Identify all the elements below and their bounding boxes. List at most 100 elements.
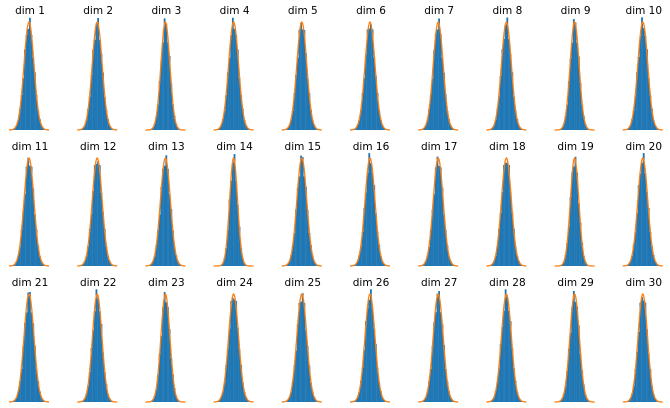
histogram-bar xyxy=(647,77,650,130)
histogram-bar xyxy=(564,255,567,266)
histogram-bar xyxy=(355,399,357,402)
histogram-bar xyxy=(646,49,648,131)
histogram-bar xyxy=(423,264,426,266)
panel-title: dim 16 xyxy=(353,141,390,153)
histogram-bar xyxy=(315,128,317,130)
histogram-bar xyxy=(34,345,36,402)
histogram-bar xyxy=(654,261,657,266)
histogram-bar xyxy=(439,33,442,130)
histogram-bar xyxy=(39,391,41,402)
histogram-bar xyxy=(238,226,241,266)
histogram-bar xyxy=(375,75,377,130)
histogram-bar xyxy=(313,125,316,130)
histogram-panel: dim 16 xyxy=(349,141,391,267)
histogram-bar xyxy=(245,396,248,402)
histogram-bar xyxy=(631,119,633,130)
histogram-panel: dim 12 xyxy=(77,141,118,267)
density-curve xyxy=(213,293,254,403)
histogram-bar xyxy=(566,104,569,130)
histogram-bar xyxy=(163,292,166,402)
histogram-bar xyxy=(564,386,567,402)
histogram-panel: dim 2 xyxy=(77,5,118,131)
histogram-bar xyxy=(436,29,439,130)
histogram-bar xyxy=(579,222,582,266)
panel-title: dim 5 xyxy=(288,5,318,17)
histogram-panel: dim 27 xyxy=(418,277,459,403)
histogram-bar xyxy=(85,256,88,266)
histogram-bar xyxy=(508,39,510,131)
histogram-bar xyxy=(366,308,369,402)
histogram-bar xyxy=(631,256,633,266)
histogram-bar xyxy=(378,110,381,130)
histogram-bar xyxy=(233,299,236,402)
histogram-bar xyxy=(300,301,302,402)
histogram-bar xyxy=(300,22,302,130)
histogram-bar xyxy=(42,128,45,130)
histogram-bar xyxy=(582,115,585,130)
histogram-bar xyxy=(29,17,31,131)
histogram-bar xyxy=(562,262,565,266)
histogram-bar xyxy=(311,120,314,130)
histogram-bar xyxy=(381,261,384,266)
histogram-bar xyxy=(105,109,108,130)
histogram-bar xyxy=(15,261,18,266)
histogram-bar xyxy=(83,398,86,402)
histogram-bar xyxy=(652,120,655,130)
histogram-bar xyxy=(167,307,169,402)
histogram-bar xyxy=(652,255,655,266)
histogram-bar xyxy=(95,289,98,402)
histogram-bar xyxy=(576,306,579,402)
histogram-bar xyxy=(308,365,311,402)
histogram-bar xyxy=(636,351,638,402)
histogram-bar xyxy=(373,185,376,266)
histogram-bar xyxy=(577,325,580,402)
histogram-bar xyxy=(235,301,238,402)
histogram-bar xyxy=(501,191,504,266)
histogram-bar xyxy=(443,72,446,130)
histogram-bar xyxy=(586,127,589,130)
histogram-bar xyxy=(40,125,43,130)
histogram-bar xyxy=(365,192,367,266)
histogram-bar xyxy=(438,291,441,402)
histogram-bar xyxy=(306,78,309,130)
histogram-bar xyxy=(370,163,372,266)
histogram-bar xyxy=(20,94,23,130)
histogram-bar xyxy=(356,397,359,402)
histogram-bar xyxy=(651,385,653,402)
histogram-bar xyxy=(241,382,244,402)
histogram-bar xyxy=(446,110,449,130)
histogram-bar xyxy=(291,245,294,266)
histogram-bar xyxy=(448,256,451,266)
histogram-bar xyxy=(491,400,494,402)
histogram-bar xyxy=(441,187,444,266)
histogram-bar xyxy=(19,108,21,130)
histogram-bar xyxy=(429,94,432,130)
histogram-bar xyxy=(508,310,510,402)
histogram-bar xyxy=(168,56,171,130)
histogram-bar xyxy=(363,349,366,402)
histogram-bar xyxy=(639,173,642,266)
histogram-bar xyxy=(221,119,224,130)
histogram-bar xyxy=(567,348,570,402)
histogram-bar xyxy=(574,301,577,402)
histogram-bar xyxy=(40,397,43,402)
panel-title: dim 15 xyxy=(285,141,322,153)
histogram-bar xyxy=(100,324,103,402)
histogram-bar xyxy=(34,72,36,130)
panel-title: dim 20 xyxy=(626,141,663,153)
histogram-bar xyxy=(508,164,510,266)
histogram-bar xyxy=(649,369,652,402)
histogram-bar xyxy=(240,95,243,130)
histogram-bar xyxy=(32,188,35,266)
histogram-bar xyxy=(152,399,154,402)
histogram-bar xyxy=(424,397,427,402)
histogram-bar xyxy=(431,346,434,402)
histogram-bar xyxy=(236,49,239,131)
density-curve xyxy=(622,157,663,267)
histogram-bar xyxy=(226,229,229,266)
histogram-bar xyxy=(441,57,444,130)
histogram-bar xyxy=(27,157,30,266)
density-curve xyxy=(554,292,595,403)
histogram-panel: dim 13 xyxy=(145,141,186,267)
